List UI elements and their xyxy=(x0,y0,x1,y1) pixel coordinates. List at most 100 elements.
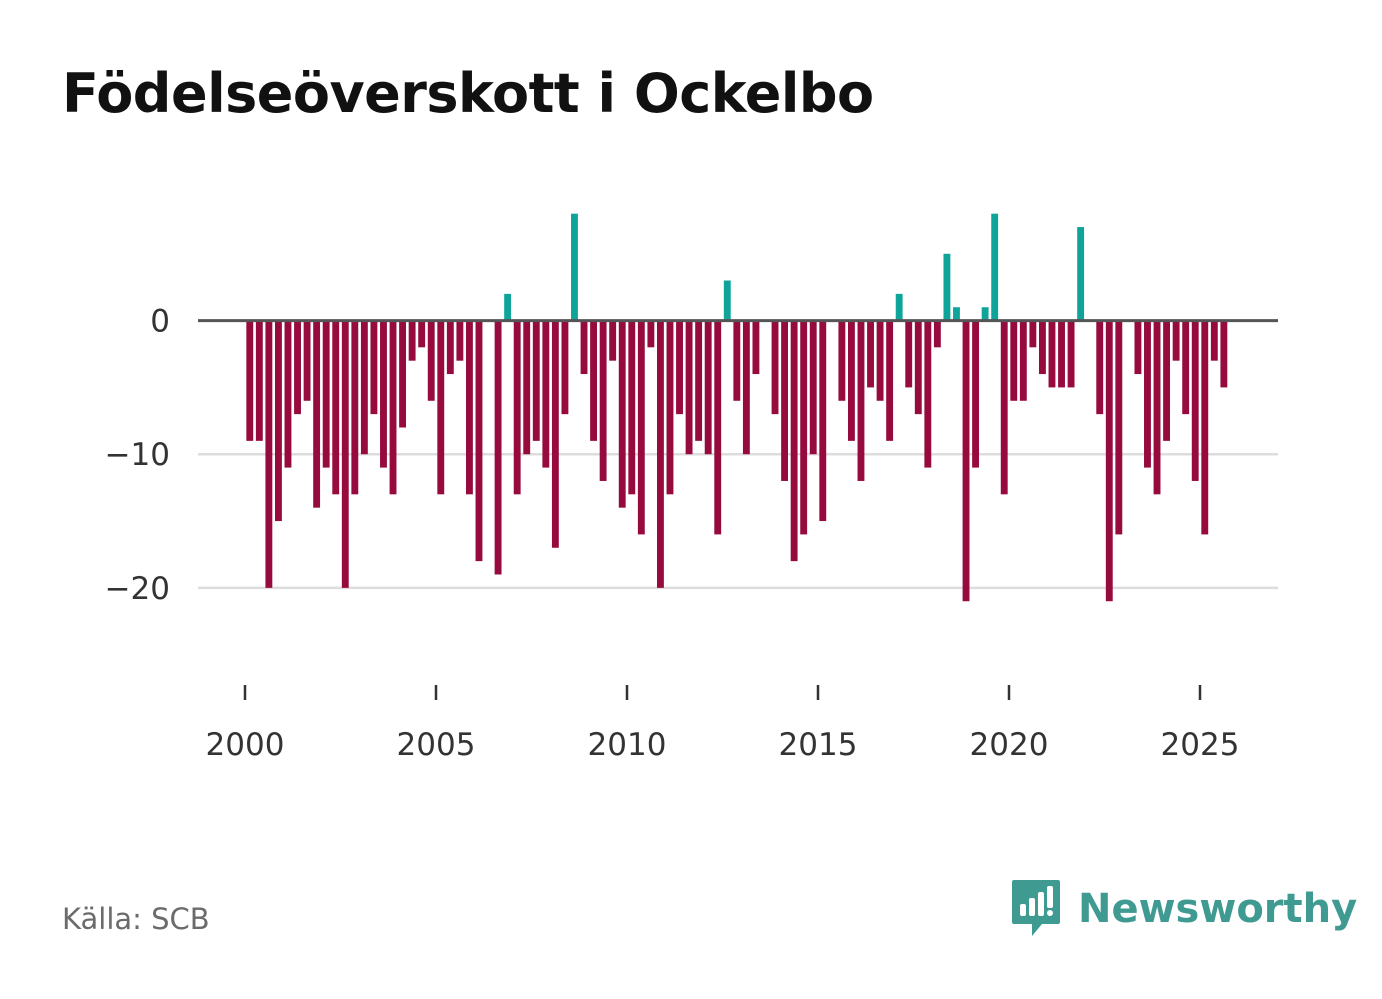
bar xyxy=(1153,320,1161,495)
bar xyxy=(819,320,827,522)
bar xyxy=(1096,320,1104,415)
bar xyxy=(360,320,368,455)
bar xyxy=(695,320,703,441)
bar xyxy=(284,320,292,468)
bar xyxy=(1134,320,1142,375)
brand-logo: Newsworthy xyxy=(1010,878,1357,940)
x-tick-label: 2015 xyxy=(779,727,858,763)
bar xyxy=(246,320,254,441)
bar xyxy=(590,320,598,441)
bar xyxy=(1038,320,1046,375)
bar xyxy=(542,320,550,468)
bar xyxy=(532,320,540,441)
bar xyxy=(427,320,435,401)
bar xyxy=(580,320,588,375)
bar xyxy=(637,320,645,535)
bar xyxy=(733,320,741,401)
bar xyxy=(628,320,636,495)
bar xyxy=(876,320,884,401)
bar xyxy=(303,320,311,401)
bar xyxy=(981,307,989,321)
bar xyxy=(255,320,263,441)
bar xyxy=(571,213,578,321)
bar xyxy=(742,320,750,455)
bar xyxy=(1000,320,1008,495)
bar xyxy=(991,213,999,321)
chart-title: Födelseöverskott i Ockelbo xyxy=(62,62,874,125)
bar xyxy=(924,320,932,468)
bar xyxy=(962,320,970,602)
bar xyxy=(723,280,731,321)
bar xyxy=(322,320,330,468)
bar xyxy=(418,320,426,348)
bar xyxy=(370,320,378,415)
bar xyxy=(905,320,913,388)
bar xyxy=(1144,320,1151,468)
bar xyxy=(437,320,445,495)
bar xyxy=(465,320,473,495)
bar xyxy=(714,320,722,535)
bar xyxy=(704,320,712,455)
bar xyxy=(313,320,321,508)
y-tick-label: −10 xyxy=(105,437,170,473)
bar xyxy=(618,320,626,508)
newsworthy-logo-icon xyxy=(1012,880,1060,936)
bar xyxy=(1191,320,1199,481)
bar xyxy=(1220,320,1228,388)
bar xyxy=(561,320,569,415)
bar xyxy=(752,320,760,375)
bar xyxy=(389,320,397,495)
bar xyxy=(800,320,808,535)
bar xyxy=(523,320,531,455)
bar xyxy=(972,320,980,468)
bar xyxy=(332,320,340,495)
bar xyxy=(294,320,301,415)
bar xyxy=(647,320,655,348)
bar xyxy=(1019,320,1027,401)
bar xyxy=(380,320,387,468)
bar-series xyxy=(246,213,1228,602)
bar xyxy=(771,320,779,415)
x-tick-label: 2020 xyxy=(970,727,1049,763)
y-tick-label: −20 xyxy=(105,571,170,607)
bar xyxy=(551,320,559,548)
bar xyxy=(790,320,798,562)
bar xyxy=(895,293,903,321)
bar xyxy=(599,320,607,481)
bar xyxy=(513,320,521,495)
bar xyxy=(1067,320,1075,388)
bar xyxy=(838,320,846,401)
bar xyxy=(1163,320,1171,441)
brand-name: Newsworthy xyxy=(1078,886,1358,932)
x-tick-label: 2005 xyxy=(397,727,476,763)
bar xyxy=(809,320,817,455)
bar xyxy=(943,253,951,321)
gridlines xyxy=(198,452,1278,590)
bar xyxy=(914,320,922,415)
bar xyxy=(685,320,693,455)
bar xyxy=(1077,227,1085,321)
y-tick-label: 0 xyxy=(150,304,170,340)
y-axis: 0 −10 −20 xyxy=(105,304,170,607)
bar xyxy=(1115,320,1123,535)
bar xyxy=(867,320,874,388)
bar xyxy=(886,320,894,441)
bar xyxy=(1182,320,1190,415)
bar xyxy=(1010,320,1018,401)
bar xyxy=(494,320,502,575)
bar xyxy=(341,320,349,588)
bar xyxy=(676,320,683,415)
bar xyxy=(408,320,416,361)
x-tick-label: 2010 xyxy=(588,727,667,763)
bar xyxy=(656,320,664,588)
bar xyxy=(265,320,273,588)
bar xyxy=(609,320,617,361)
x-axis: 2000 2005 2010 2015 2020 2025 xyxy=(206,685,1240,763)
bar xyxy=(1210,320,1218,361)
bar xyxy=(953,307,960,321)
bar xyxy=(1029,320,1037,348)
bar xyxy=(1048,320,1056,388)
bar xyxy=(351,320,359,495)
bar xyxy=(781,320,789,481)
x-tick-label: 2025 xyxy=(1161,727,1240,763)
